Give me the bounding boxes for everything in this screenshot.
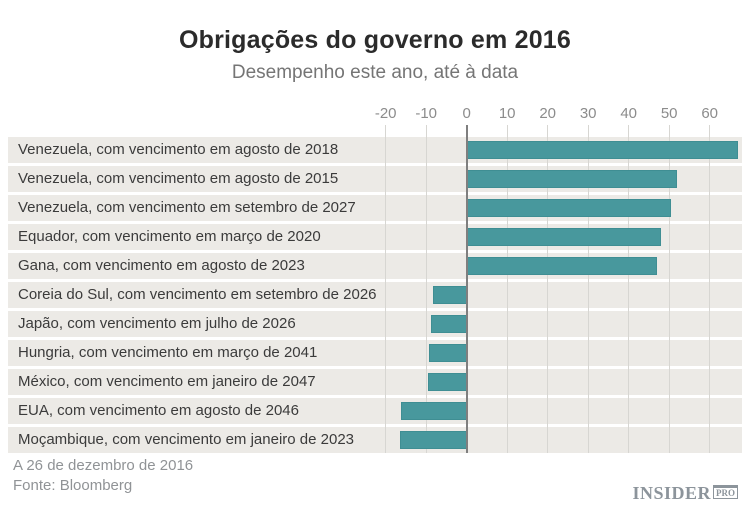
zero-axis-line [465,125,468,453]
data-bar [466,257,658,275]
row-label: Venezuela, com vencimento em setembro de… [18,199,356,216]
gridline [425,125,427,453]
data-bar [432,286,467,304]
data-bar [428,373,467,391]
logo-text-insider: INSIDER [632,483,711,503]
footer-source: Fonte: Bloomberg [13,477,133,494]
x-axis-tick-label: 30 [579,105,597,122]
row-stripe [8,282,742,308]
data-bar [466,170,678,188]
x-axis-tick-label: 50 [660,105,678,122]
gridline [668,125,670,453]
row-label: Moçambique, com vencimento em janeiro de… [18,431,355,448]
chart-title: Obrigações do governo em 2016 [178,26,572,54]
row-label: Venezuela, com vencimento em agosto de 2… [18,170,339,187]
data-bar [466,141,739,159]
footer-date-note: A 26 de dezembro de 2016 [13,457,194,474]
gridline [547,125,549,453]
data-bar [466,228,662,246]
logo-text-pro: PRO [713,485,738,499]
row-label: Venezuela, com vencimento em agosto de 2… [18,141,339,158]
data-bar [401,402,467,420]
row-label: México, com vencimento em janeiro de 204… [18,373,316,390]
row-label: Equador, com vencimento em março de 2020 [18,228,321,245]
gridline [709,125,711,453]
data-bar [429,344,467,362]
row-label: Japão, com vencimento em julho de 2026 [18,315,296,332]
insider-pro-logo: INSIDER PRO [632,483,738,504]
data-bar [400,431,467,449]
gridline [628,125,630,453]
row-stripe [8,311,742,337]
gridline [587,125,589,453]
data-bar [431,315,467,333]
gridline [506,125,508,453]
x-axis-tick-label: -10 [415,105,438,122]
x-axis-tick-label: 10 [498,105,516,122]
row-label: Coreia do Sul, com vencimento em setembr… [18,286,377,303]
gridline [385,125,387,453]
row-label: Gana, com vencimento em agosto de 2023 [18,257,305,274]
row-stripe [8,340,742,366]
chart-subtitle: Desempenho este ano, até à data [231,62,519,83]
x-axis-tick-label: 0 [462,105,471,122]
x-axis-tick-label: 40 [620,105,638,122]
x-axis-tick-label: -20 [374,105,397,122]
row-stripe [8,398,742,424]
row-stripe [8,427,742,453]
row-stripe [8,369,742,395]
x-axis-tick-label: 60 [701,105,719,122]
row-label: EUA, com vencimento em agosto de 2046 [18,402,299,419]
row-label: Hungria, com vencimento em março de 2041 [18,344,318,361]
x-axis-tick-label: 20 [539,105,557,122]
data-bar [466,199,672,217]
